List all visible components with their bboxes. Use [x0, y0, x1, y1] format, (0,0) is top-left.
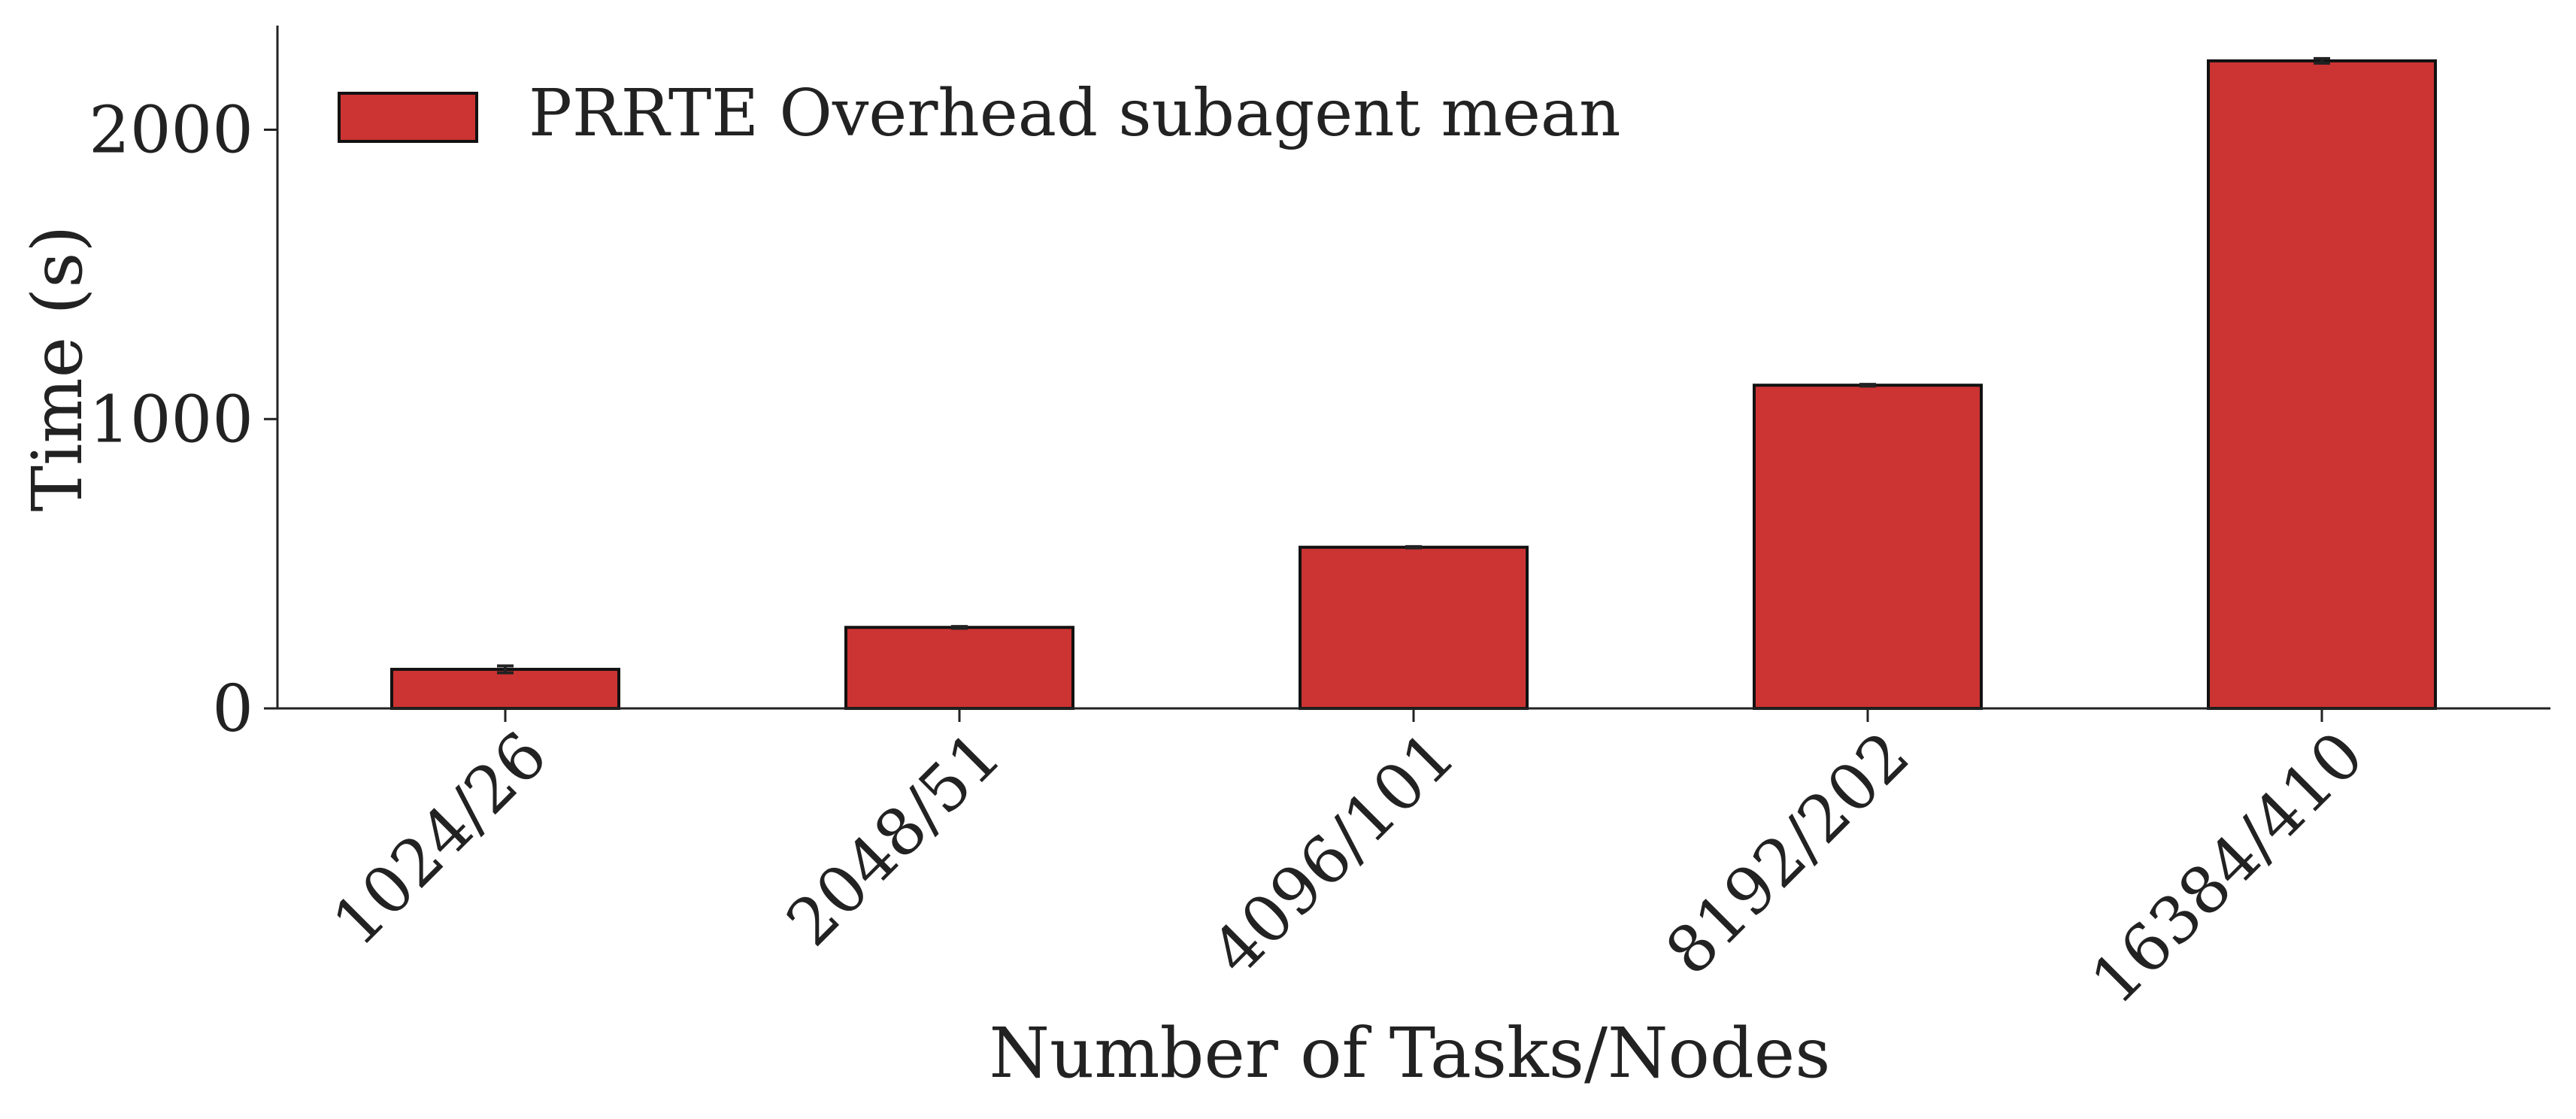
bars-layer: [390, 56, 2437, 711]
x-tick-label: 2048/51: [773, 717, 1016, 960]
bar-1024-26: [390, 668, 620, 711]
bar-8192-202: [1753, 384, 1983, 710]
error-bar: [951, 625, 968, 630]
x-tick-label: 16384/410: [2077, 717, 2378, 1019]
x-ticks: 1024/26 2048/51 4096/101 8192/202 16384/410: [319, 708, 2378, 1019]
bar-4096-101: [1299, 545, 1529, 710]
x-tick-label: 4096/101: [1198, 717, 1470, 990]
y-tick-label: 1000: [89, 382, 253, 457]
legend-label: PRRTE Overhead subagent mean: [529, 76, 1621, 151]
x-tick-label: 1024/26: [319, 717, 562, 960]
y-tick-label: 2000: [89, 93, 253, 168]
bar-16384-410: [2207, 59, 2437, 711]
error-bar: [1859, 383, 1876, 388]
x-axis-title: Number of Tasks/Nodes: [989, 1013, 1831, 1093]
error-bar: [2314, 56, 2330, 65]
y-tick-label: 0: [212, 672, 253, 747]
legend-swatch: [338, 92, 478, 143]
x-tick-label: 8192/202: [1652, 717, 1924, 990]
y-ticks: 0 1000 2000: [89, 93, 277, 747]
y-axis-title: Time (s): [17, 226, 98, 512]
bar-2048-51: [844, 626, 1074, 710]
error-bar: [497, 664, 514, 675]
legend: PRRTE Overhead subagent mean: [338, 76, 1621, 151]
error-bar: [1405, 544, 1422, 550]
